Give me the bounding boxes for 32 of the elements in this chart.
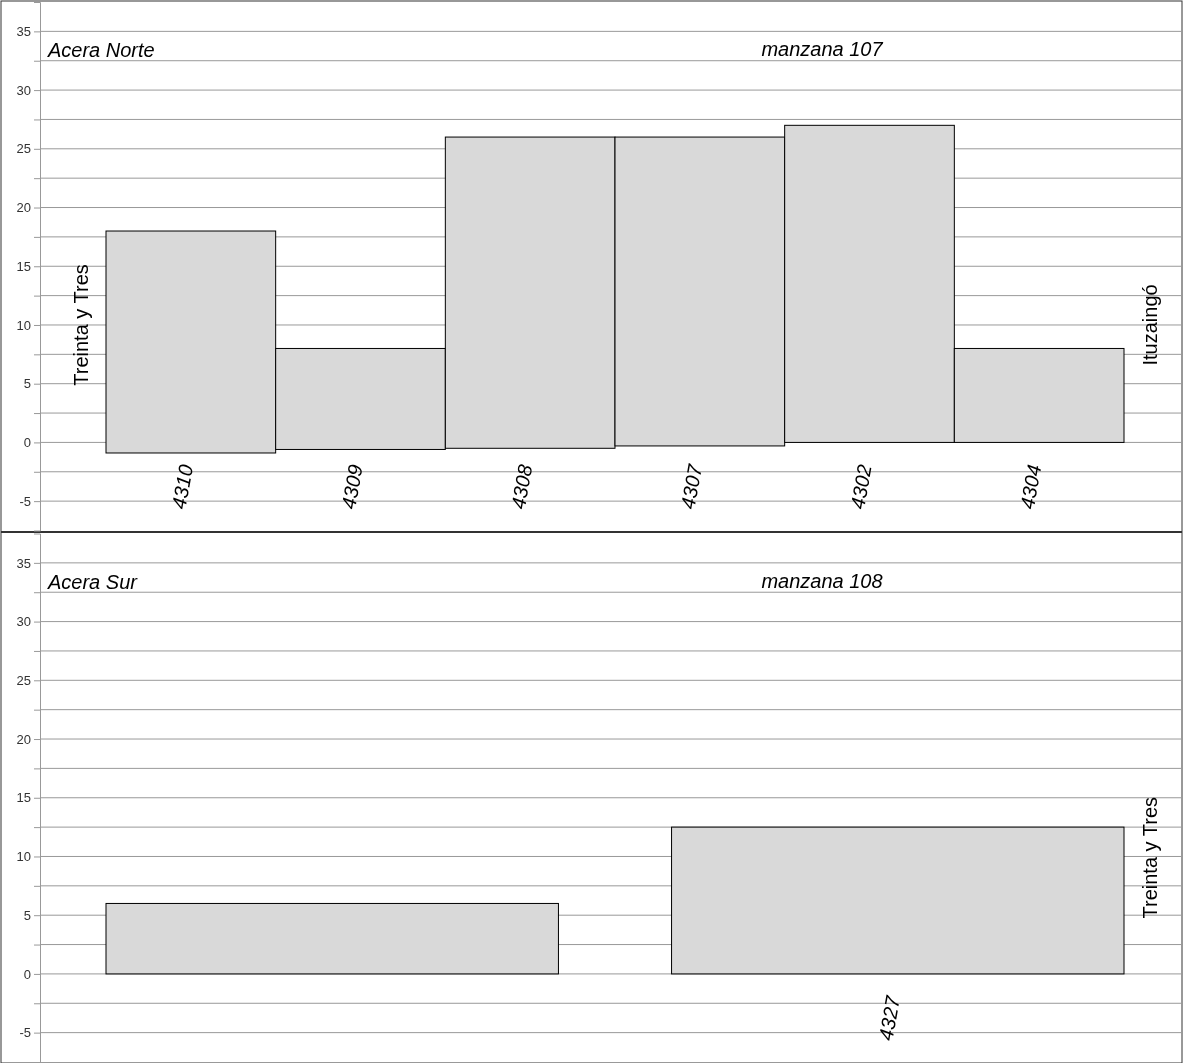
- y-tick-label: 0: [23, 435, 31, 451]
- y-tick-label: 10: [16, 317, 31, 333]
- y-tick-label: 25: [16, 672, 31, 688]
- y-tick-label: 5: [23, 907, 31, 923]
- x-tick-label: 4309: [337, 462, 367, 511]
- x-tick-label: 4307: [676, 462, 707, 511]
- y-tick-label: 15: [16, 790, 31, 806]
- y-tick-label: 5: [23, 376, 31, 392]
- y-tick-label: 0: [23, 966, 31, 982]
- x-tick-label: 4308: [506, 462, 537, 511]
- annotation: Acera Norte: [47, 39, 155, 61]
- y-tick-label: 30: [16, 614, 31, 630]
- annotation: Treinta y Tres: [70, 264, 92, 386]
- y-tick-label: 30: [16, 82, 31, 98]
- y-tick-label: -5: [19, 1025, 31, 1041]
- y-tick-label: 20: [16, 731, 31, 747]
- x-tick-label: 4304: [1015, 462, 1046, 511]
- y-tick-label: 15: [16, 258, 31, 274]
- x-tick-label: 4327: [874, 993, 905, 1043]
- annotation: Acera Sur: [47, 570, 139, 593]
- x-tick-label: 4310: [167, 462, 198, 511]
- y-tick-label: 25: [16, 141, 31, 157]
- annotation: Treinta y Tres: [1139, 796, 1161, 919]
- y-tick-label: 35: [16, 24, 31, 40]
- annotation: Ituzaingó: [1139, 284, 1161, 366]
- y-tick-label: 10: [16, 849, 31, 865]
- y-tick-label: -5: [19, 493, 31, 509]
- y-tick-label: 20: [16, 200, 31, 216]
- text: manzana 108: [761, 569, 883, 592]
- y-tick-label: 35: [16, 555, 31, 571]
- text: manzana 107: [761, 38, 884, 60]
- x-tick-label: 4302: [846, 462, 876, 511]
